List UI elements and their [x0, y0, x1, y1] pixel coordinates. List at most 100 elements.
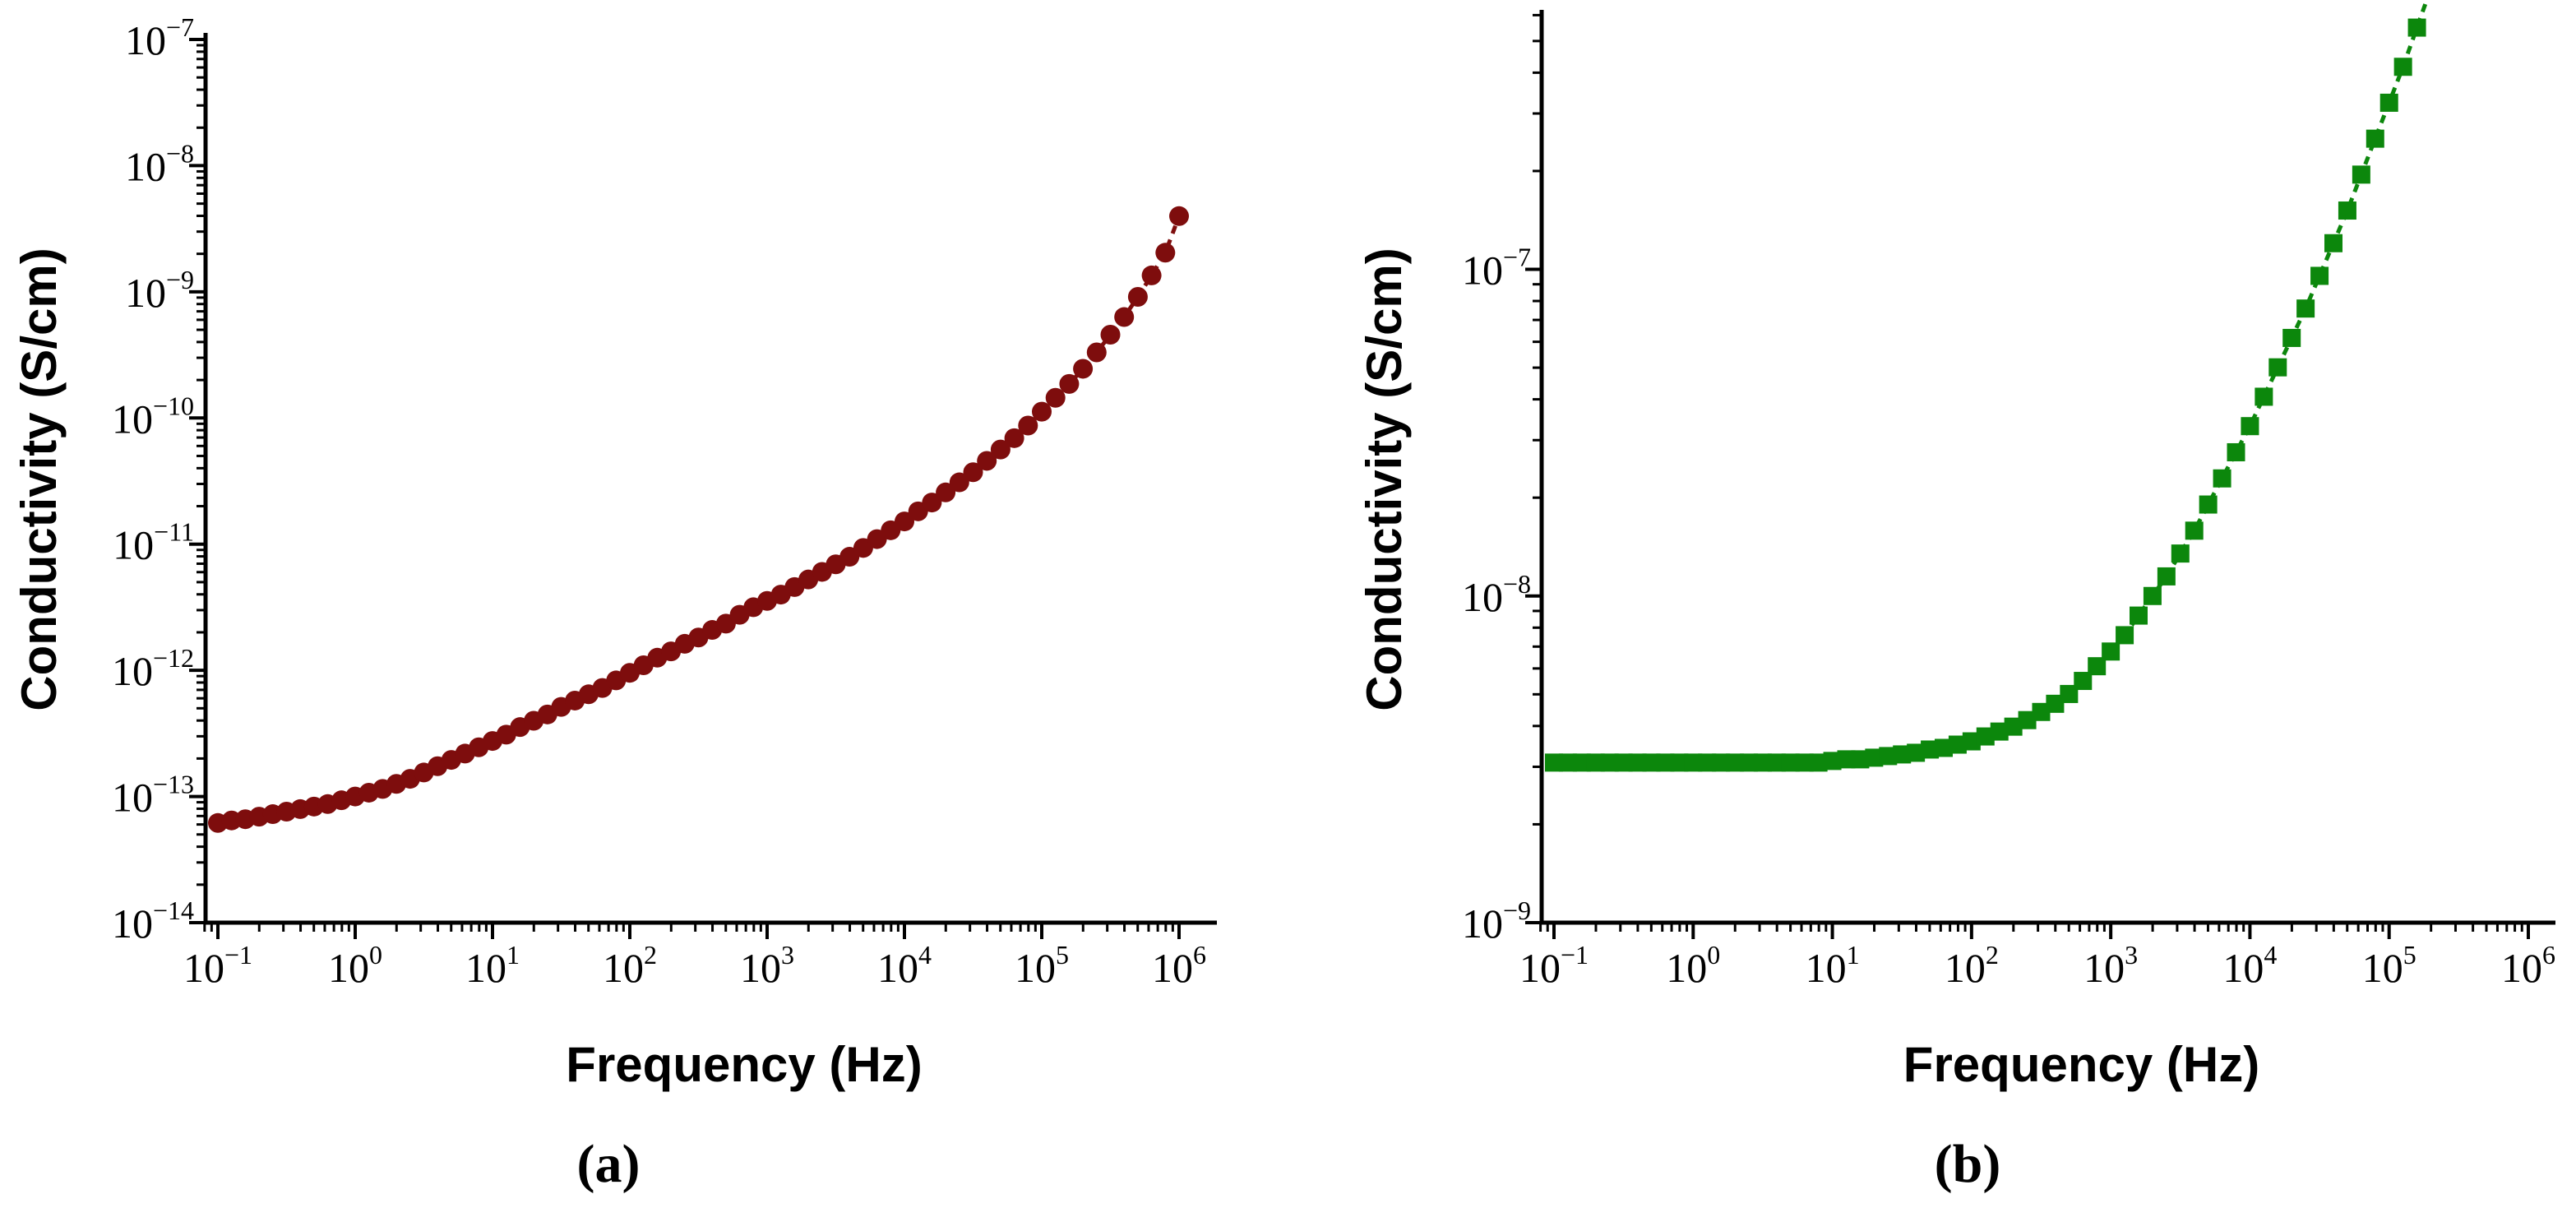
- y-tick-label: 10−9: [125, 265, 194, 316]
- x-tick-label: 101: [465, 940, 520, 991]
- data-point: [1141, 265, 1162, 285]
- data-point: [1809, 753, 1828, 772]
- data-point: [2255, 387, 2273, 406]
- x-tick-base: 10: [2083, 945, 2125, 991]
- data-point: [2171, 544, 2190, 563]
- data-point: [1893, 745, 1912, 764]
- y-axis-title: Conductivity (S/cm): [12, 248, 67, 710]
- y-tick-exponent: −11: [154, 517, 194, 547]
- y-tick-base: 10: [125, 17, 166, 63]
- y-axis-title: Conductivity (S/cm): [1357, 248, 1412, 710]
- data-point: [1865, 748, 1884, 767]
- data-point: [2324, 234, 2342, 252]
- x-tick-label: 103: [740, 940, 794, 991]
- y-tick-exponent: −7: [1503, 243, 1531, 272]
- y-tick-exponent: −8: [1503, 569, 1531, 599]
- y-tick-label: 10−13: [112, 770, 194, 821]
- x-tick-exponent: 2: [1986, 940, 1999, 970]
- data-point: [2032, 702, 2051, 721]
- data-point: [2393, 58, 2412, 76]
- data-point: [2060, 684, 2079, 703]
- data-point: [2407, 18, 2426, 37]
- y-tick-label: 10−14: [112, 896, 194, 946]
- data-point: [2227, 442, 2245, 461]
- y-tick-base: 10: [112, 648, 153, 694]
- y-tick-label: 10−7: [1462, 243, 1531, 294]
- data-point: [2310, 266, 2329, 285]
- data-point: [1948, 735, 1967, 754]
- x-tick-exponent: 6: [2542, 940, 2555, 970]
- data-point: [936, 482, 956, 502]
- x-tick-exponent: −1: [224, 940, 252, 970]
- data-point: [1726, 753, 1745, 772]
- x-tick-label: 106: [2501, 940, 2555, 991]
- y-tick-base: 10: [125, 143, 166, 189]
- x-tick-label: 102: [1945, 940, 1999, 991]
- data-point: [1962, 732, 1981, 751]
- x-axis-title: Frequency (Hz): [566, 1037, 922, 1092]
- y-tick-label: 10−8: [125, 138, 194, 189]
- data-point: [1823, 752, 1842, 771]
- x-tick-label: 104: [877, 940, 932, 991]
- x-tick-base: 10: [1666, 945, 1707, 991]
- data-point: [1879, 747, 1898, 766]
- data-point: [2379, 93, 2398, 112]
- y-tick-exponent: −14: [153, 896, 194, 925]
- data-point: [1545, 753, 1563, 772]
- data-point: [1781, 753, 1800, 772]
- y-tick-base: 10: [1462, 248, 1503, 294]
- data-point: [2338, 201, 2356, 220]
- y-tick-label: 10−10: [112, 391, 194, 442]
- data-point: [1712, 753, 1731, 772]
- data-point: [1558, 753, 1577, 772]
- x-tick-base: 10: [740, 945, 781, 991]
- data-point: [1976, 727, 1995, 746]
- data-point: [949, 472, 969, 493]
- data-point: [1740, 753, 1758, 772]
- x-tick-base: 10: [1015, 945, 1056, 991]
- data-point: [1907, 743, 1926, 762]
- data-point: [1572, 753, 1591, 772]
- x-tick-base: 10: [2362, 945, 2403, 991]
- x-tick-exponent: 1: [1847, 940, 1860, 970]
- data-point: [2143, 586, 2162, 605]
- x-tick-label: 106: [1152, 940, 1206, 991]
- data-point: [1684, 753, 1703, 772]
- data-point: [1032, 401, 1052, 422]
- data-point: [2157, 567, 2176, 585]
- data-point: [1614, 753, 1633, 772]
- data-point: [1004, 428, 1024, 448]
- x-tick-label: 101: [1806, 940, 1860, 991]
- y-tick-exponent: −13: [153, 770, 194, 799]
- x-axis-title: Frequency (Hz): [1903, 1037, 2259, 1092]
- x-tick-base: 10: [2501, 945, 2542, 991]
- data-point: [2185, 521, 2204, 540]
- data-point: [1018, 415, 1038, 436]
- data-point: [1114, 307, 1135, 327]
- x-tick-base: 10: [328, 945, 369, 991]
- x-tick-label: 104: [2222, 940, 2277, 991]
- x-tick-base: 10: [1806, 945, 1847, 991]
- x-tick-base: 10: [183, 945, 224, 991]
- x-tick-base: 10: [465, 945, 506, 991]
- data-point: [2046, 694, 2065, 713]
- data-point: [1100, 325, 1121, 345]
- x-tick-base: 10: [1519, 945, 1561, 991]
- y-tick-label: 10−11: [113, 517, 194, 568]
- y-tick-exponent: −9: [166, 265, 194, 294]
- x-tick-exponent: 3: [2125, 940, 2138, 970]
- x-tick-label: 105: [2362, 940, 2416, 991]
- x-tick-exponent: 0: [1707, 940, 1720, 970]
- data-point: [2088, 657, 2107, 676]
- data-point: [1045, 387, 1066, 408]
- data-point: [963, 462, 983, 483]
- data-point: [2116, 626, 2134, 645]
- y-tick-label: 10−8: [1462, 569, 1531, 620]
- y-tick-exponent: −9: [1503, 896, 1531, 925]
- data-point: [1698, 753, 1717, 772]
- data-point: [1935, 738, 1953, 757]
- chart-panel-a: 10−1 100 101 102 103 104 105 10610−1410−1310−12…: [12, 12, 1217, 1194]
- x-tick-exponent: 6: [1193, 940, 1206, 970]
- data-point: [990, 439, 1011, 460]
